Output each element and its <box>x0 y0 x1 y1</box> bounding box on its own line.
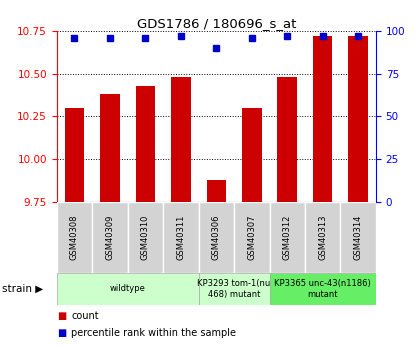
Bar <box>270 202 305 273</box>
Text: ■: ■ <box>57 328 66 338</box>
Bar <box>305 202 341 273</box>
Text: GSM40309: GSM40309 <box>105 215 114 260</box>
Text: GSM40312: GSM40312 <box>283 215 292 260</box>
Bar <box>207 180 226 202</box>
Bar <box>100 94 120 202</box>
Text: strain ▶: strain ▶ <box>2 284 43 294</box>
Text: KP3365 unc-43(n1186)
mutant: KP3365 unc-43(n1186) mutant <box>274 279 371 299</box>
Bar <box>92 202 128 273</box>
Bar <box>65 108 84 202</box>
Bar <box>128 202 163 273</box>
Title: GDS1786 / 180696_s_at: GDS1786 / 180696_s_at <box>136 17 296 30</box>
Bar <box>163 202 199 273</box>
Text: GSM40311: GSM40311 <box>176 215 185 260</box>
Text: GSM40314: GSM40314 <box>354 215 362 260</box>
Bar <box>242 108 262 202</box>
Bar <box>341 202 376 273</box>
Bar <box>199 273 270 305</box>
Text: GSM40306: GSM40306 <box>212 215 221 260</box>
Text: percentile rank within the sample: percentile rank within the sample <box>71 328 236 338</box>
Bar <box>57 273 199 305</box>
Text: wildtype: wildtype <box>110 284 146 294</box>
Text: ■: ■ <box>57 311 66 321</box>
Bar <box>199 202 234 273</box>
Text: GSM40313: GSM40313 <box>318 215 327 260</box>
Bar <box>270 273 376 305</box>
Bar <box>349 36 368 202</box>
Bar <box>234 202 270 273</box>
Bar <box>313 36 333 202</box>
Bar <box>136 86 155 202</box>
Text: KP3293 tom-1(nu
468) mutant: KP3293 tom-1(nu 468) mutant <box>197 279 270 299</box>
Text: GSM40310: GSM40310 <box>141 215 150 260</box>
Text: GSM40308: GSM40308 <box>70 215 79 260</box>
Text: count: count <box>71 311 99 321</box>
Bar <box>57 202 92 273</box>
Bar <box>171 77 191 202</box>
Bar <box>278 77 297 202</box>
Text: GSM40307: GSM40307 <box>247 215 256 260</box>
